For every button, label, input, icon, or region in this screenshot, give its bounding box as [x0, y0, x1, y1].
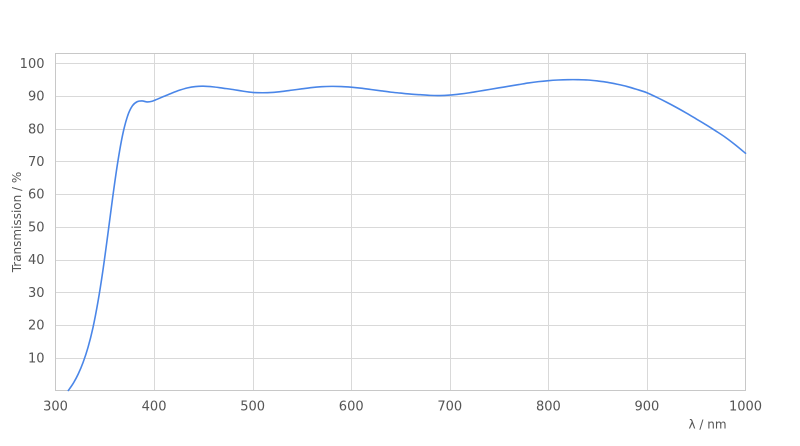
- x-tick-label: 1000: [729, 400, 762, 415]
- y-axis-title: Transmission / %: [10, 172, 24, 274]
- series-line-transmission: [67, 78, 747, 392]
- x-gridlines: [154, 53, 648, 391]
- y-gridlines: [55, 63, 746, 359]
- y-tick-label: 80: [28, 122, 45, 137]
- y-tick-label: 70: [28, 155, 45, 170]
- x-axis-title: λ / nm: [688, 418, 726, 432]
- plot-area-border: [55, 53, 746, 391]
- y-tick-label: 100: [20, 57, 45, 72]
- y-tick-label: 40: [28, 253, 45, 268]
- y-tick-label: 60: [28, 188, 45, 203]
- plot-frame: [55, 53, 746, 391]
- y-axis-tick-labels: 10 20 30 40 50 60 70 80 90 100: [20, 57, 45, 366]
- y-tick-label: 50: [28, 220, 45, 235]
- x-tick-label: 600: [339, 400, 364, 415]
- x-tick-label: 700: [437, 400, 462, 415]
- x-axis-tick-labels: 300 400 500 600 700 800 900 1000: [43, 400, 762, 415]
- x-tick-label: 800: [536, 400, 561, 415]
- x-tick-label: 300: [43, 400, 68, 415]
- y-tick-label: 20: [28, 319, 45, 334]
- y-tick-label: 90: [28, 90, 45, 105]
- x-tick-label: 400: [142, 400, 167, 415]
- data-series-group: [67, 78, 747, 392]
- x-tick-label: 900: [635, 400, 660, 415]
- y-tick-label: 30: [28, 286, 45, 301]
- x-tick-label: 500: [240, 400, 265, 415]
- y-tick-label: 10: [28, 351, 45, 366]
